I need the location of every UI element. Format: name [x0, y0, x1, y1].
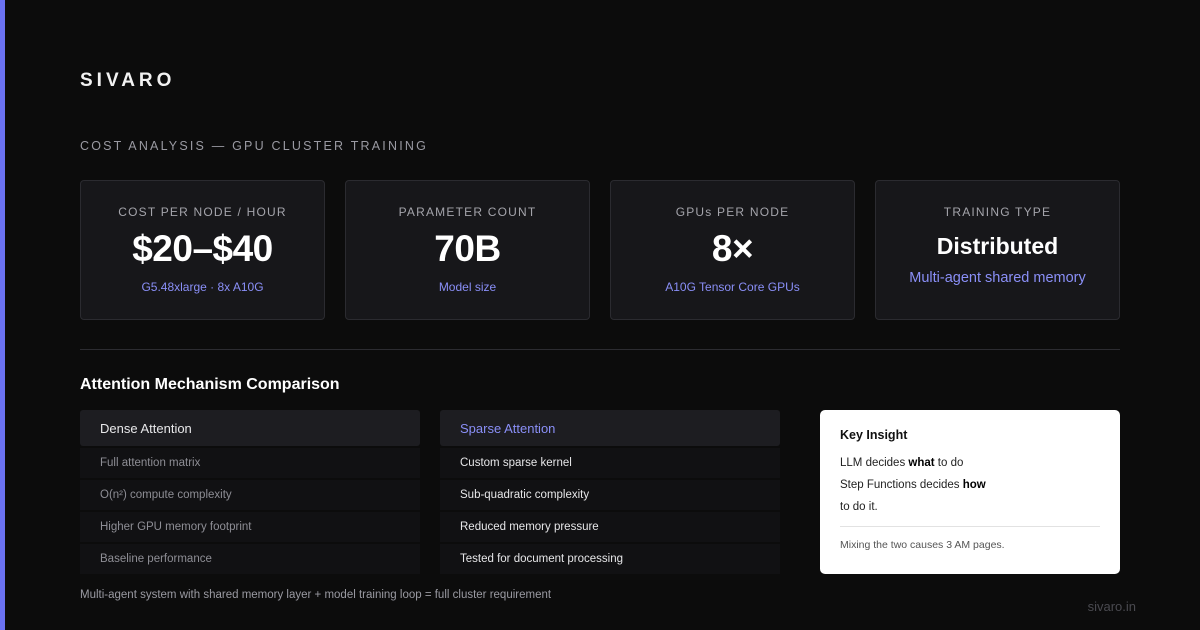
insight-line: LLM decides what to do [840, 452, 1100, 474]
stat-label: GPUs PER NODE [675, 205, 790, 219]
domain-label: sivaro.in [1087, 599, 1136, 614]
list-item: Baseline performance [80, 544, 420, 574]
insight-body: LLM decides what to do Step Functions de… [840, 452, 1100, 518]
stat-label: COST PER NODE / HOUR [118, 205, 287, 219]
stat-value: $20–$40 [132, 228, 273, 269]
stat-value: 8× [711, 228, 754, 269]
stats-row: COST PER NODE / HOUR $20–$40 G5.48xlarge… [80, 180, 1120, 320]
stat-label: PARAMETER COUNT [398, 205, 537, 219]
list-item: Tested for document processing [440, 544, 780, 574]
stat-card-parameters: PARAMETER COUNT 70B Model size [345, 180, 590, 320]
insight-line: Step Functions decides how [840, 474, 1100, 496]
insight-emphasis: how [962, 479, 986, 491]
insight-text: Step Functions decides [840, 479, 963, 491]
stat-sub: Multi-agent shared memory [909, 270, 1086, 286]
stat-sub: G5.48xlarge · 8x A10G [141, 280, 264, 294]
column-header: Dense Attention [80, 410, 420, 446]
insight-text: LLM decides [840, 457, 909, 469]
list-item: Reduced memory pressure [440, 512, 780, 542]
footnote: Multi-agent system with shared memory la… [80, 589, 552, 601]
sparse-attention-column: Sparse Attention Custom sparse kernel Su… [440, 410, 780, 574]
list-item: Custom sparse kernel [440, 448, 780, 478]
stat-value: Distributed [936, 233, 1059, 259]
stat-sub: Model size [438, 280, 497, 294]
stat-card-cost: COST PER NODE / HOUR $20–$40 G5.48xlarge… [80, 180, 325, 320]
stat-label: TRAINING TYPE [943, 205, 1052, 219]
stat-value: 70B [434, 228, 501, 269]
stat-sub: A10G Tensor Core GPUs [665, 280, 800, 294]
column-header: Sparse Attention [440, 410, 780, 446]
stat-card-training-type: TRAINING TYPE Distributed Multi-agent sh… [875, 180, 1120, 320]
list-item: Higher GPU memory footprint [80, 512, 420, 542]
insight-line: to do it. [840, 501, 878, 513]
divider [80, 349, 1120, 350]
list-item: O(n²) compute complexity [80, 480, 420, 510]
key-insight-card: Key Insight LLM decides what to do Step … [820, 410, 1120, 574]
list-item: Full attention matrix [80, 448, 420, 478]
insight-title: Key Insight [840, 428, 908, 442]
brand-logo: SIVARO [80, 70, 176, 91]
list-item: Sub-quadratic complexity [440, 480, 780, 510]
stat-card-gpus: GPUs PER NODE 8× A10G Tensor Core GPUs [610, 180, 855, 320]
insight-divider [840, 526, 1100, 527]
accent-bar [0, 0, 5, 630]
dense-attention-column: Dense Attention Full attention matrix O(… [80, 410, 420, 574]
comparison-title: Attention Mechanism Comparison [80, 376, 340, 393]
insight-emphasis: what [908, 457, 935, 469]
section-label: COST ANALYSIS — GPU CLUSTER TRAINING [80, 139, 429, 153]
insight-text: to do [934, 457, 964, 469]
insight-note: Mixing the two causes 3 AM pages. [840, 539, 1005, 551]
